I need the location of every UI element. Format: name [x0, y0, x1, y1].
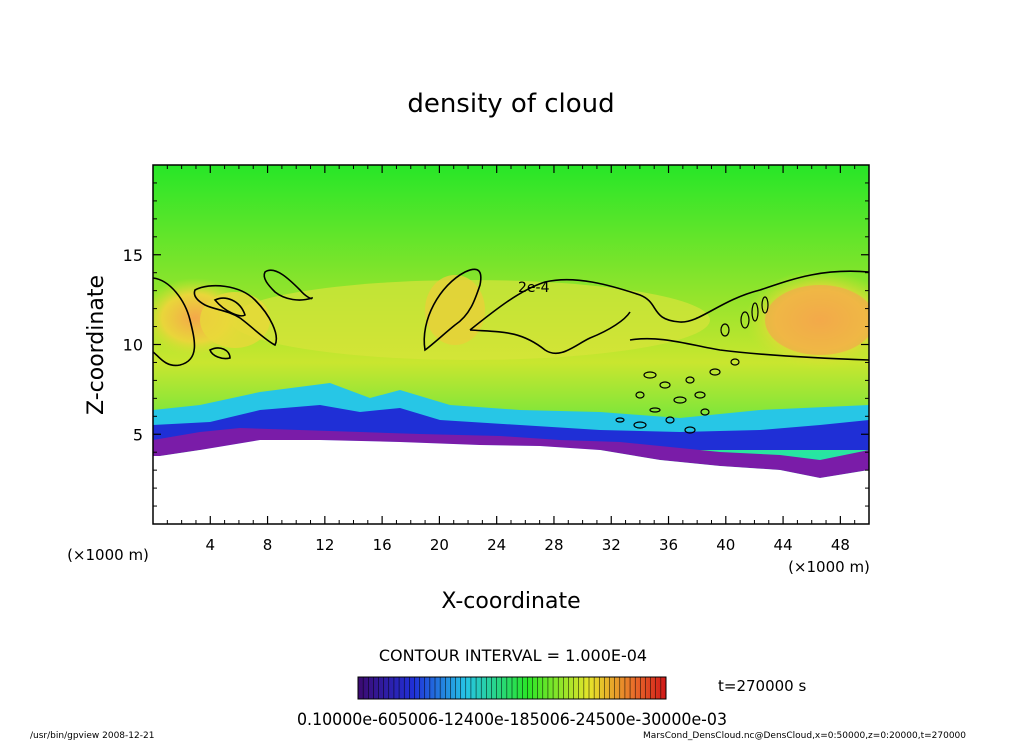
density-field: 2e-4 [153, 165, 869, 524]
x-tick-label: 40 [716, 536, 735, 554]
x-axis-label: X-coordinate [441, 589, 580, 614]
contour-blobs [615, 296, 769, 434]
time-label: t=270000 s [718, 677, 806, 695]
x-unit-label: (×1000 m) [788, 558, 870, 576]
footer-right: MarsCond_DensCloud.nc@DensCloud,x=0:5000… [643, 731, 966, 741]
colorbar-labels: 0.10000e-605006-12400e-185006-24500e-300… [297, 710, 727, 730]
y-tick-label: 15 [123, 246, 143, 265]
x-tick-label: 48 [831, 536, 850, 554]
x-tick-label: 8 [263, 536, 273, 554]
y-axis: 5 10 15 [123, 182, 869, 507]
x-tick-label: 36 [659, 536, 678, 554]
contour-label: 2e-4 [518, 280, 550, 296]
y-axis-label: Z-coordinate [84, 275, 109, 415]
colorbar-segments [362, 677, 662, 699]
y-tick-label: 5 [133, 425, 143, 444]
chart-title: density of cloud [407, 89, 614, 119]
x-tick-label: 12 [315, 536, 334, 554]
y-tick-label: 10 [123, 336, 143, 355]
x-axis: 4 8 12 16 20 24 28 32 36 40 44 48 [166, 165, 856, 554]
x-tick-label: 32 [602, 536, 621, 554]
x-tick-label: 4 [206, 536, 216, 554]
footer-left: /usr/bin/gpview 2008-12-21 [30, 731, 154, 741]
x-tick-label: 20 [430, 536, 449, 554]
x-tick-label: 24 [487, 536, 506, 554]
x-tick-label: 28 [544, 536, 563, 554]
x-tick-label: 16 [373, 536, 392, 554]
contour-lines [153, 268, 869, 367]
contour-interval: CONTOUR INTERVAL = 1.000E-04 [379, 646, 647, 665]
x-tick-label: 44 [774, 536, 793, 554]
y-unit-label: (×1000 m) [67, 546, 149, 564]
